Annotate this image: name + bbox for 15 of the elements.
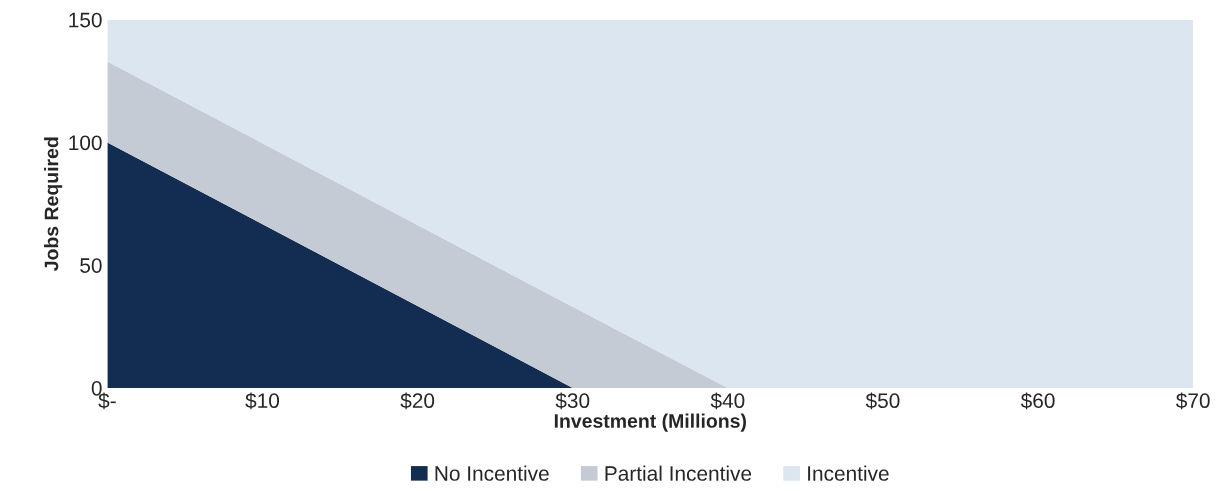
x-tick-label: $40: [710, 392, 745, 410]
legend-label: Incentive: [808, 465, 889, 481]
x-tick-label: $20: [400, 392, 435, 410]
legend-label: No Incentive: [435, 465, 549, 481]
legend-label: Partial Incentive: [605, 465, 752, 481]
x-tick-label: $10: [245, 392, 280, 410]
y-tick-label: 150: [69, 12, 102, 28]
y-tick-label: 100: [69, 135, 102, 151]
y-tick-label: 50: [80, 258, 102, 273]
y-axis-title: Jobs Required: [44, 137, 63, 271]
x-axis-title: Investment (Millions): [554, 413, 746, 432]
x-tick-label: $60: [1020, 392, 1055, 410]
x-tick-label: $50: [865, 392, 900, 410]
x-tick-label: $70: [1176, 392, 1210, 410]
x-tick-label: $30: [555, 392, 590, 410]
